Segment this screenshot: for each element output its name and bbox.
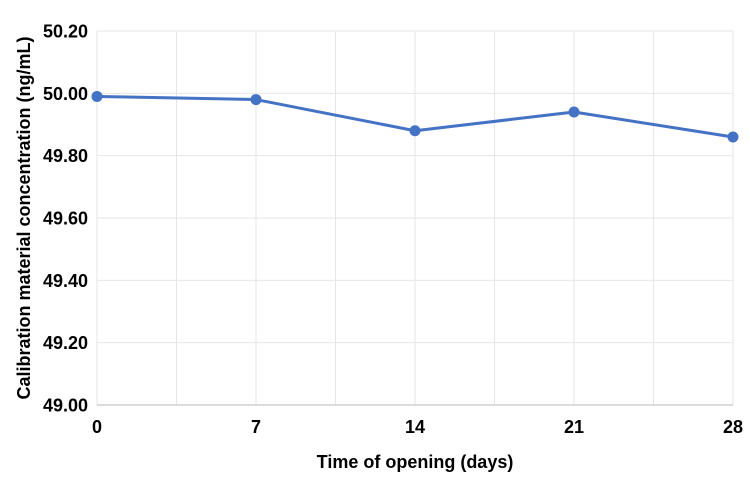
data-point-marker [409, 125, 421, 137]
y-tick-label: 50.00 [43, 84, 88, 104]
x-tick-label: 0 [92, 417, 102, 437]
tick-labels: 49.00 49.20 49.40 49.60 49.80 50.00 50.20 0 7 14 2… [43, 22, 743, 438]
x-tick-label: 7 [251, 417, 261, 437]
gridlines [96, 30, 734, 406]
x-tick-label: 21 [564, 417, 584, 437]
y-tick-label: 50.20 [43, 22, 88, 42]
x-axis-title: Time of opening (days) [317, 452, 514, 472]
data-series [91, 90, 739, 143]
y-axis-title: Calibration material concentration (ng/m… [14, 36, 34, 399]
y-tick-label: 49.60 [43, 209, 88, 229]
data-point-marker [727, 131, 739, 143]
data-point-marker [91, 90, 103, 102]
y-tick-label: 49.80 [43, 146, 88, 166]
data-point-marker [250, 94, 262, 106]
y-tick-label: 49.20 [43, 333, 88, 353]
data-point-marker [568, 106, 580, 118]
x-tick-label: 14 [405, 417, 425, 437]
y-tick-label: 49.00 [43, 396, 88, 416]
x-tick-label: 28 [723, 417, 743, 437]
y-tick-label: 49.40 [43, 271, 88, 291]
